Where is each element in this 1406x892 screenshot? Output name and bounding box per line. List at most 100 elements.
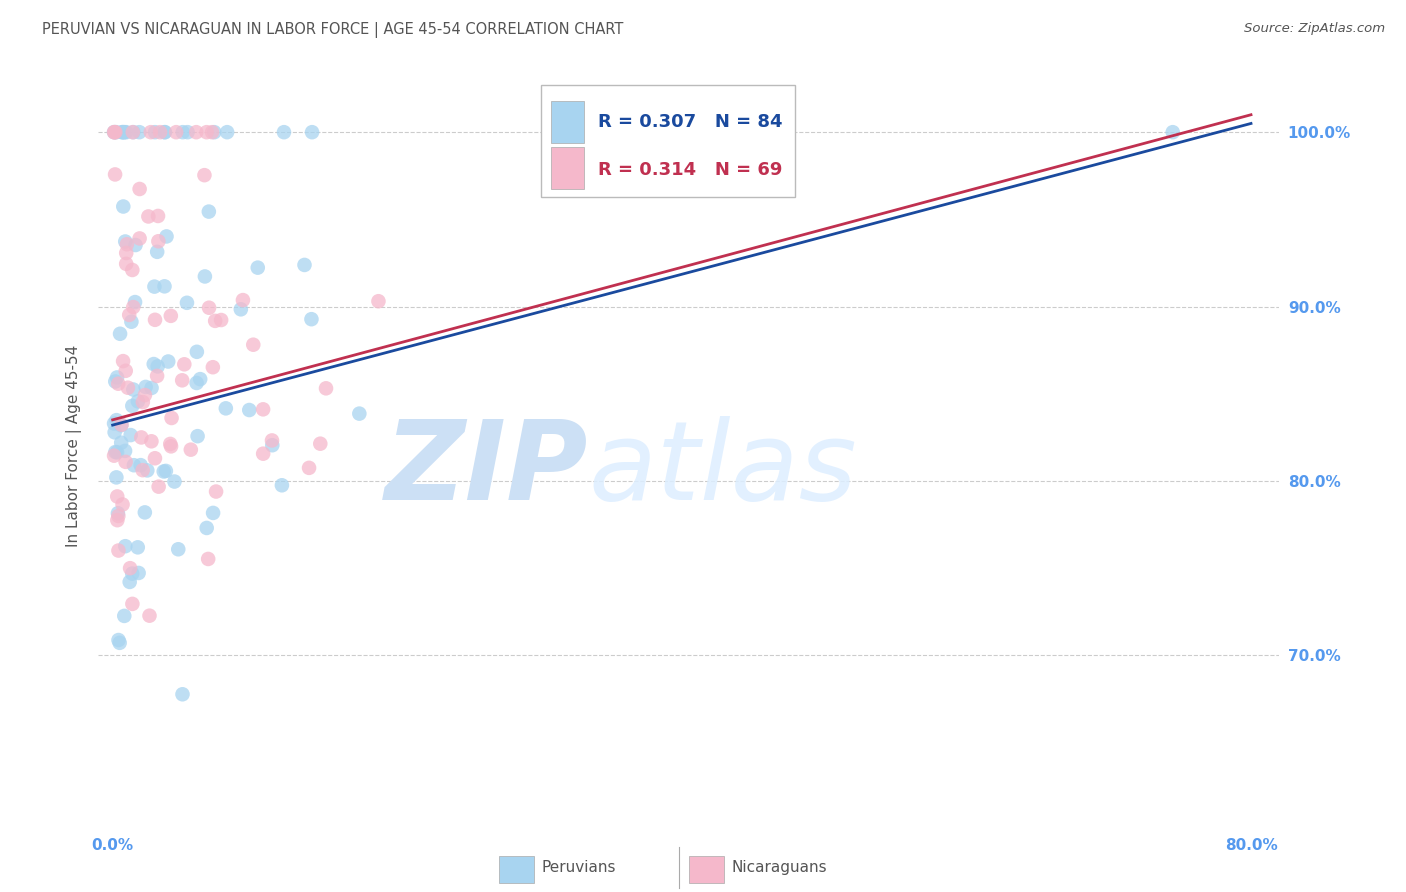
Point bbox=[111, 498, 134, 512]
Point bbox=[105, 490, 128, 504]
Text: ZIP: ZIP bbox=[385, 416, 589, 523]
Point bbox=[260, 434, 283, 448]
Point bbox=[104, 375, 127, 389]
Point bbox=[107, 543, 129, 558]
Point bbox=[122, 458, 145, 473]
Point bbox=[122, 383, 145, 397]
Point bbox=[197, 552, 219, 566]
Point bbox=[104, 168, 127, 182]
Point bbox=[148, 480, 170, 494]
Point bbox=[105, 125, 128, 139]
Point bbox=[120, 561, 142, 575]
Point bbox=[232, 293, 254, 307]
Point bbox=[127, 541, 149, 555]
Point bbox=[111, 125, 134, 139]
Point bbox=[138, 608, 160, 623]
Point bbox=[122, 300, 145, 314]
Point bbox=[349, 407, 371, 421]
Point bbox=[124, 295, 146, 310]
Point bbox=[114, 455, 136, 469]
Point bbox=[143, 125, 166, 139]
Point bbox=[186, 125, 208, 139]
Point bbox=[153, 279, 176, 293]
Point bbox=[149, 125, 172, 139]
Point bbox=[121, 597, 143, 611]
Point bbox=[176, 125, 198, 139]
Point bbox=[204, 314, 226, 328]
Point bbox=[201, 360, 224, 375]
Point bbox=[103, 417, 125, 431]
Point bbox=[110, 435, 132, 450]
Point bbox=[172, 125, 194, 139]
Point bbox=[173, 357, 195, 371]
Point bbox=[121, 263, 143, 277]
Point bbox=[110, 417, 132, 432]
Point bbox=[167, 542, 190, 557]
Point bbox=[103, 125, 125, 139]
Point bbox=[112, 200, 135, 214]
Point bbox=[122, 125, 145, 139]
Point bbox=[152, 465, 174, 479]
Point bbox=[107, 376, 129, 391]
Point bbox=[118, 574, 141, 589]
Point bbox=[103, 449, 125, 463]
Point bbox=[193, 168, 215, 182]
Point bbox=[146, 244, 169, 259]
Point bbox=[127, 394, 149, 409]
Point bbox=[117, 381, 139, 395]
Point bbox=[202, 506, 225, 520]
Point bbox=[128, 231, 150, 245]
Point bbox=[301, 312, 323, 326]
Point bbox=[115, 237, 138, 252]
Point bbox=[187, 429, 209, 443]
Point bbox=[112, 125, 135, 139]
Point bbox=[111, 125, 134, 139]
FancyBboxPatch shape bbox=[541, 86, 796, 197]
Point bbox=[153, 125, 176, 139]
Point bbox=[159, 309, 181, 323]
Point bbox=[132, 395, 155, 409]
Point bbox=[205, 484, 228, 499]
Point bbox=[114, 443, 136, 458]
Point bbox=[143, 279, 166, 293]
Point bbox=[103, 125, 125, 139]
Point bbox=[194, 269, 217, 284]
Point bbox=[128, 125, 150, 139]
Point bbox=[115, 125, 138, 139]
Point bbox=[217, 125, 239, 139]
Point bbox=[134, 388, 156, 402]
Point bbox=[201, 125, 224, 139]
Point bbox=[108, 636, 131, 650]
Point bbox=[105, 445, 128, 459]
Text: Peruvians: Peruvians bbox=[541, 860, 616, 874]
Point bbox=[112, 354, 135, 368]
Point bbox=[105, 370, 128, 384]
Point bbox=[114, 235, 136, 249]
Point bbox=[315, 381, 337, 395]
Point bbox=[121, 125, 143, 139]
Point bbox=[124, 238, 146, 252]
Point bbox=[159, 437, 181, 451]
Point bbox=[136, 463, 159, 477]
Point bbox=[367, 294, 389, 309]
Point bbox=[157, 354, 180, 368]
Point bbox=[153, 125, 176, 139]
Point bbox=[115, 257, 138, 271]
Point bbox=[104, 425, 127, 440]
Point bbox=[180, 442, 202, 457]
Point bbox=[112, 608, 135, 623]
Point bbox=[128, 182, 150, 196]
Point bbox=[163, 475, 186, 489]
Point bbox=[105, 513, 128, 527]
Point bbox=[138, 210, 160, 224]
Point bbox=[246, 260, 269, 275]
Point bbox=[262, 438, 284, 452]
Point bbox=[309, 436, 332, 450]
Point bbox=[139, 125, 162, 139]
Point bbox=[107, 508, 129, 523]
Point bbox=[252, 402, 274, 417]
Point bbox=[146, 209, 169, 223]
Point bbox=[1161, 125, 1184, 139]
Point bbox=[118, 308, 141, 322]
Point bbox=[103, 125, 125, 139]
